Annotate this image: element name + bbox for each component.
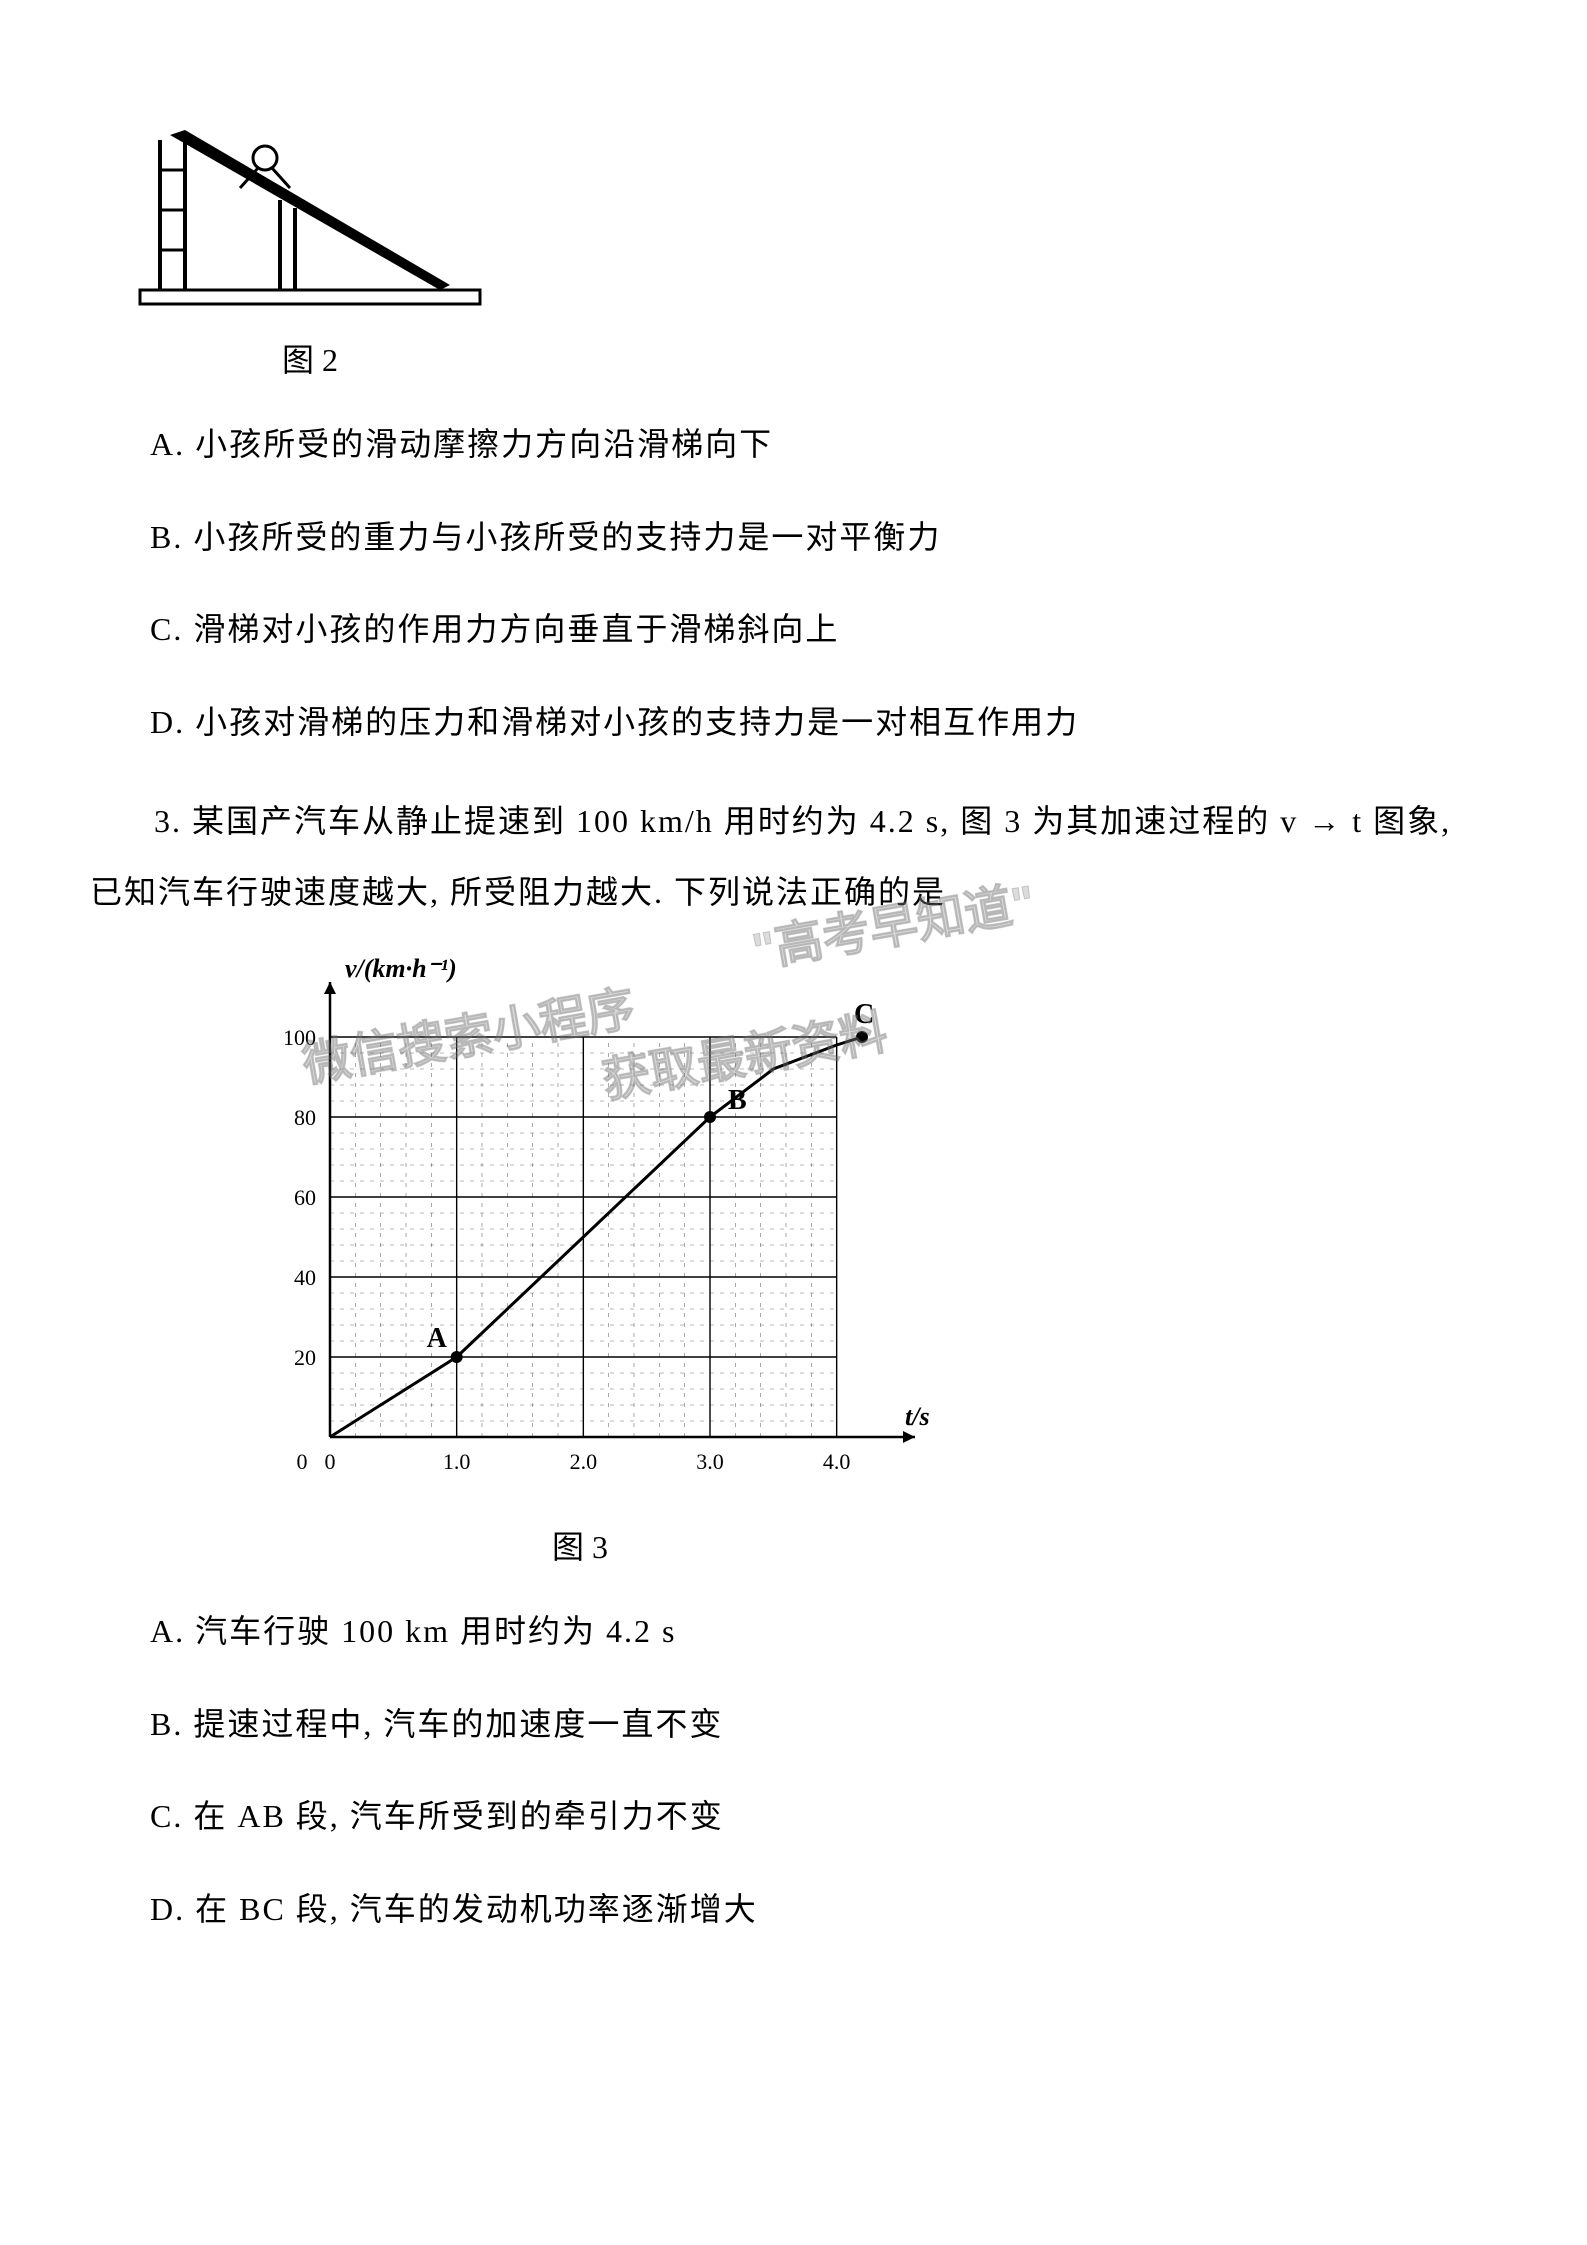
- svg-text:100: 100: [283, 1025, 316, 1050]
- vt-chart: 0 1.0 2.0 3.0 4.0 20 40 60 80 100 0 v/(km·h⁻¹) t/s A B…: [240, 947, 960, 1507]
- svg-text:2.0: 2.0: [570, 1449, 598, 1474]
- q3-option-a: A. 汽车行驶 100 km 用时约为 4.2 s: [150, 1603, 1497, 1661]
- svg-text:80: 80: [294, 1105, 316, 1130]
- q3-text-line2: 已知汽车行驶速度越大, 所受阻力越大. 下列说法正确的是: [90, 857, 1497, 927]
- figure-2-caption: 图 2: [130, 335, 490, 381]
- q3-text: 3. 某国产汽车从静止提速到 100 km/h 用时约为 4.2 s, 图 3 …: [90, 786, 1497, 927]
- svg-text:60: 60: [294, 1185, 316, 1210]
- svg-text:3.0: 3.0: [696, 1449, 724, 1474]
- q2-option-d: D. 小孩对滑梯的压力和滑梯对小孩的支持力是一对相互作用力: [150, 694, 1497, 752]
- svg-text:v/(km·h⁻¹): v/(km·h⁻¹): [345, 954, 457, 983]
- svg-text:B: B: [728, 1085, 747, 1116]
- svg-text:40: 40: [294, 1265, 316, 1290]
- q2-option-a: A. 小孩所受的滑动摩擦力方向沿滑梯向下: [150, 416, 1497, 474]
- slide-diagram: [130, 120, 490, 320]
- q3-option-d: D. 在 BC 段, 汽车的发动机功率逐渐增大: [150, 1881, 1497, 1939]
- svg-text:1.0: 1.0: [443, 1449, 471, 1474]
- q2-option-b: B. 小孩所受的重力与小孩所受的支持力是一对平衡力: [150, 509, 1497, 567]
- svg-text:20: 20: [294, 1345, 316, 1370]
- svg-text:4.0: 4.0: [823, 1449, 851, 1474]
- figure-3-container: 0 1.0 2.0 3.0 4.0 20 40 60 80 100 0 v/(km·h⁻¹) t/s A B…: [240, 947, 1497, 1568]
- svg-text:0: 0: [325, 1449, 336, 1474]
- svg-text:C: C: [854, 999, 874, 1030]
- q3-text-line1: 3. 某国产汽车从静止提速到 100 km/h 用时约为 4.2 s, 图 3 …: [90, 786, 1497, 856]
- q3-option-c: C. 在 AB 段, 汽车所受到的牵引力不变: [150, 1788, 1497, 1846]
- figure-3-caption: 图 3: [280, 1522, 880, 1568]
- q3-option-b: B. 提速过程中, 汽车的加速度一直不变: [150, 1696, 1497, 1754]
- q2-option-c: C. 滑梯对小孩的作用力方向垂直于滑梯斜向上: [150, 601, 1497, 659]
- svg-text:A: A: [427, 1323, 448, 1354]
- svg-text:0: 0: [297, 1449, 308, 1474]
- figure-2-container: 图 2: [130, 120, 1497, 381]
- svg-text:t/s: t/s: [905, 1402, 930, 1431]
